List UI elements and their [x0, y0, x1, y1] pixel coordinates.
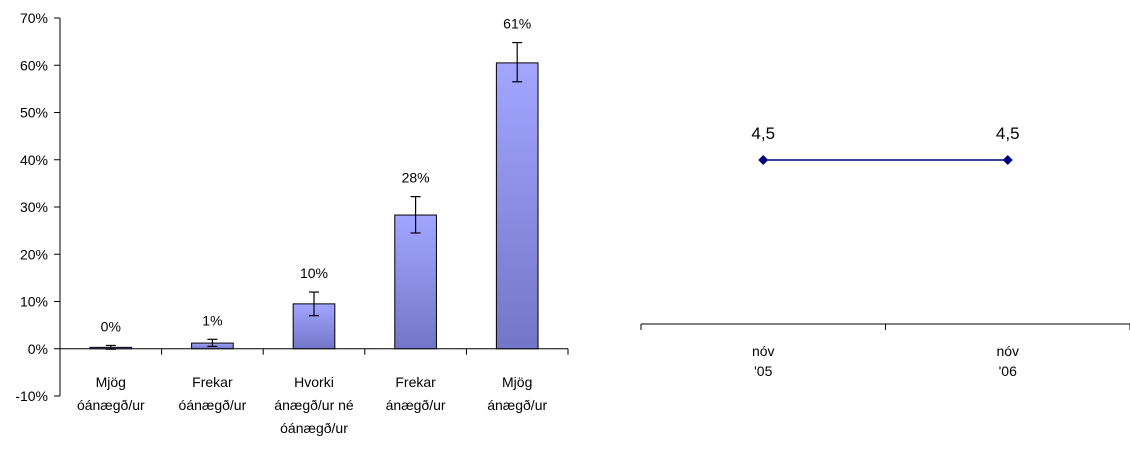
y-tick-label: 50% [20, 105, 48, 121]
category-label: Mjög [502, 374, 532, 390]
data-label: 4,5 [996, 124, 1020, 143]
y-tick-label: -10% [15, 388, 48, 404]
data-point [1002, 155, 1013, 165]
category-label: ánægð/ur [386, 397, 446, 413]
y-tick-label: 70% [20, 10, 48, 26]
data-label: 4,5 [751, 124, 775, 143]
data-point [758, 155, 769, 165]
category-label: Mjög [96, 374, 126, 390]
data-label: 0% [101, 318, 121, 334]
data-label: 61% [503, 16, 531, 32]
data-label: 28% [402, 170, 430, 186]
bar [495, 62, 539, 350]
category-label: Frekar [192, 374, 233, 390]
y-tick-label: 30% [20, 199, 48, 215]
category-label: óánægð/ur [77, 397, 145, 413]
y-tick-label: 20% [20, 246, 48, 262]
data-label: 10% [300, 265, 328, 281]
line-chart: 4,5 nóv '05 4,5 nóv '06 [640, 124, 1130, 379]
category-label: '05 [754, 363, 772, 379]
bar-chart: -10% 0% 10% 20% 30% 40% 50% 60% 70% 0% Mjög óánægð/… [15, 10, 569, 436]
category-label: nóv [752, 343, 775, 359]
category-label: nóv [996, 343, 1019, 359]
category-label: '06 [999, 363, 1017, 379]
y-tick-label: 10% [20, 294, 48, 310]
category-label: óánægð/ur [179, 397, 247, 413]
y-tick-label: 40% [20, 152, 48, 168]
category-label: Hvorki [294, 374, 334, 390]
category-label: Frekar [395, 374, 436, 390]
y-tick-label: 60% [20, 57, 48, 73]
category-label: óánægð/ur [280, 420, 348, 436]
category-label: ánægð/ur né [274, 397, 354, 413]
y-tick-label: 0% [28, 341, 48, 357]
data-label: 1% [202, 312, 222, 328]
category-label: ánægð/ur [487, 397, 547, 413]
bar [394, 214, 437, 350]
